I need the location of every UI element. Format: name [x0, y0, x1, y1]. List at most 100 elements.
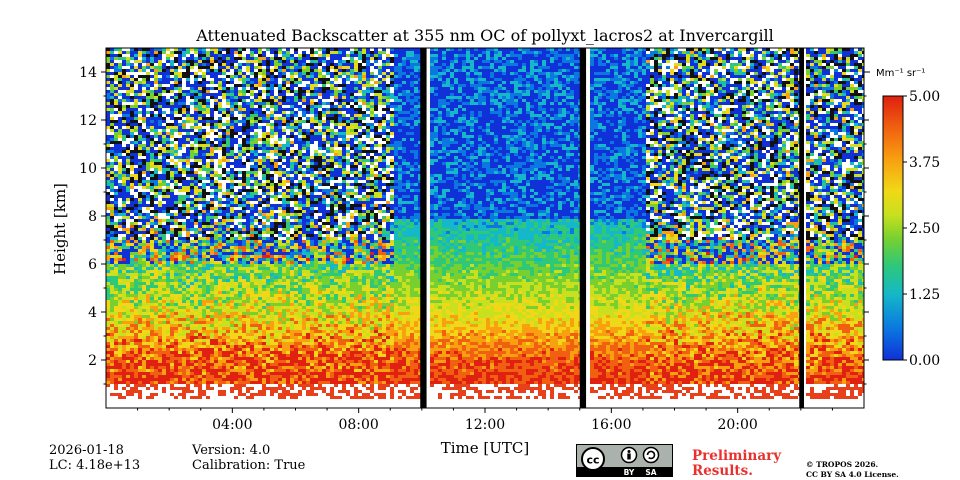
heatmap-cell [202, 141, 206, 144]
heatmap-cell [106, 171, 110, 174]
heatmap-cell [146, 240, 150, 243]
heatmap-cell [214, 339, 218, 342]
heatmap-cell [170, 285, 174, 288]
heatmap-cell [218, 162, 222, 165]
heatmap-cell [218, 321, 222, 324]
heatmap-cell [186, 354, 190, 357]
heatmap-cell [106, 174, 110, 177]
heatmap-cell [222, 114, 226, 117]
heatmap-cell [202, 150, 206, 153]
heatmap-cell [146, 204, 150, 207]
heatmap-cell [118, 210, 122, 213]
heatmap-cell [226, 252, 230, 255]
heatmap-cell [226, 126, 230, 129]
heatmap-cell [202, 234, 206, 237]
heatmap-cell [114, 306, 118, 309]
heatmap-cell [106, 276, 110, 279]
heatmap-cell [186, 96, 190, 99]
heatmap-cell [138, 144, 142, 147]
heatmap-cell [110, 252, 114, 255]
heatmap-cell [162, 84, 166, 87]
heatmap-cell [214, 174, 218, 177]
heatmap-cell [122, 93, 126, 96]
heatmap-cell [150, 219, 154, 222]
heatmap-cell [126, 138, 130, 141]
heatmap-cell [158, 360, 162, 363]
heatmap-cell [206, 357, 210, 360]
heatmap-cell [122, 105, 126, 108]
heatmap-cell [214, 303, 218, 306]
heatmap-cell [214, 213, 218, 216]
heatmap-cell [106, 207, 110, 210]
heatmap-cell [174, 351, 178, 354]
heatmap-cell [114, 156, 118, 159]
heatmap-cell [186, 402, 190, 405]
heatmap-cell [214, 201, 218, 204]
heatmap-cell [150, 324, 154, 327]
heatmap-cell [218, 315, 222, 318]
heatmap-cell [214, 177, 218, 180]
heatmap-cell [146, 144, 150, 147]
heatmap-cell [182, 264, 186, 267]
heatmap-cell [206, 339, 210, 342]
heatmap-cell [178, 390, 182, 393]
heatmap-cell [166, 291, 170, 294]
heatmap-cell [218, 288, 222, 291]
heatmap-cell [118, 165, 122, 168]
heatmap-cell [182, 141, 186, 144]
heatmap-cell [166, 363, 170, 366]
heatmap-cell [114, 279, 118, 282]
heatmap-cell [186, 321, 190, 324]
heatmap-cell [206, 354, 210, 357]
heatmap-cell [110, 267, 114, 270]
heatmap-cell [166, 351, 170, 354]
heatmap-cell [226, 285, 230, 288]
heatmap-cell [126, 129, 130, 132]
heatmap-cell [158, 150, 162, 153]
heatmap-cell [106, 162, 110, 165]
heatmap-cell [174, 309, 178, 312]
heatmap-cell [186, 225, 190, 228]
heatmap-cell [198, 363, 202, 366]
heatmap-cell [186, 306, 190, 309]
heatmap-cell [162, 393, 166, 396]
heatmap-cell [118, 216, 122, 219]
heatmap-cell [218, 393, 222, 396]
heatmap-cell [194, 180, 198, 183]
heatmap-cell [198, 222, 202, 225]
heatmap-cell [222, 228, 226, 231]
heatmap-cell [130, 387, 134, 390]
heatmap-cell [118, 393, 122, 396]
heatmap-cell [210, 63, 214, 66]
heatmap-cell [186, 291, 190, 294]
heatmap-cell [194, 117, 198, 120]
heatmap-cell [146, 231, 150, 234]
heatmap-cell [194, 309, 198, 312]
heatmap-cell [150, 156, 154, 159]
heatmap-cell [218, 387, 222, 390]
heatmap-cell [194, 192, 198, 195]
heatmap-cell [174, 393, 178, 396]
heatmap-cell [214, 333, 218, 336]
heatmap-cell [114, 189, 118, 192]
heatmap-cell [130, 255, 134, 258]
heatmap-cell [126, 315, 130, 318]
heatmap-cell [126, 111, 130, 114]
heatmap-cell [130, 174, 134, 177]
heatmap-cell [162, 345, 166, 348]
heatmap-cell [134, 189, 138, 192]
heatmap-cell [150, 114, 154, 117]
heatmap-cell [114, 285, 118, 288]
heatmap-cell [198, 201, 202, 204]
heatmap-cell [194, 186, 198, 189]
heatmap-cell [226, 354, 230, 357]
heatmap-cell [146, 264, 150, 267]
heatmap-cell [142, 162, 146, 165]
heatmap-cell [190, 288, 194, 291]
heatmap-cell [158, 297, 162, 300]
heatmap-cell [210, 318, 214, 321]
heatmap-cell [178, 351, 182, 354]
heatmap-cell [178, 210, 182, 213]
heatmap-cell [122, 141, 126, 144]
heatmap-cell [114, 51, 118, 54]
